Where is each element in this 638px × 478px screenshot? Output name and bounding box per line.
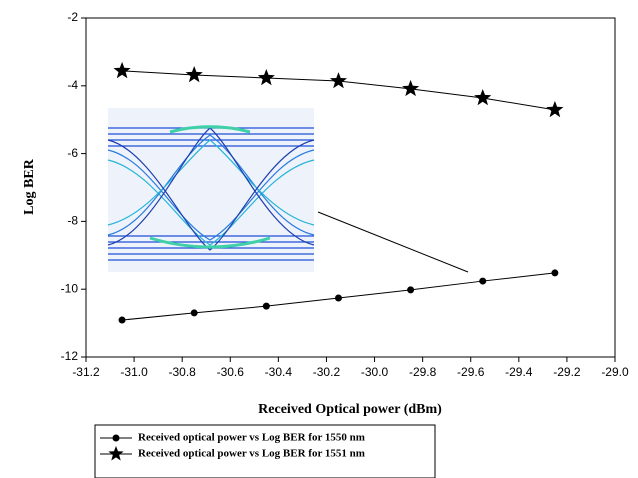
star-marker bbox=[474, 89, 491, 105]
circle-marker bbox=[551, 269, 558, 276]
eye-diagram-inset bbox=[108, 108, 314, 272]
x-tick-label: -31.0 bbox=[120, 365, 148, 379]
x-tick-label: -29.4 bbox=[505, 365, 533, 379]
legend-circle bbox=[113, 435, 120, 442]
x-tick-label: -29.2 bbox=[553, 365, 581, 379]
circle-marker bbox=[263, 303, 270, 310]
y-tick-label: -6 bbox=[67, 146, 78, 160]
star-marker bbox=[546, 101, 563, 117]
y-tick-label: -10 bbox=[61, 281, 79, 295]
star-marker bbox=[114, 62, 131, 78]
y-tick-label: -2 bbox=[67, 10, 78, 24]
x-tick-label: -30.6 bbox=[217, 365, 245, 379]
star-marker bbox=[258, 69, 275, 85]
star-marker bbox=[330, 72, 347, 88]
y-tick-label: -8 bbox=[67, 214, 78, 228]
star-marker bbox=[402, 80, 419, 96]
circle-marker bbox=[407, 286, 414, 293]
x-tick-label: -30.2 bbox=[313, 365, 341, 379]
x-axis-label: Received Optical power (dBm) bbox=[258, 402, 442, 417]
circle-marker bbox=[335, 295, 342, 302]
page: {"chart_data": {"type": "line", "x_label… bbox=[0, 0, 638, 478]
y-tick-label: -4 bbox=[67, 78, 78, 92]
y-tick-label: -12 bbox=[61, 349, 79, 363]
x-tick-label: -30.4 bbox=[265, 365, 293, 379]
x-tick-label: -29.8 bbox=[409, 365, 437, 379]
legend-label: Received optical power vs Log BER for 15… bbox=[138, 432, 365, 444]
x-tick-label: -29.0 bbox=[601, 365, 629, 379]
x-tick-label: -29.6 bbox=[457, 365, 485, 379]
x-tick-label: -30.0 bbox=[361, 365, 389, 379]
legend-label: Received optical power vs Log BER for 15… bbox=[138, 448, 365, 460]
x-tick-label: -31.2 bbox=[72, 365, 100, 379]
circle-marker bbox=[191, 309, 198, 316]
circle-marker bbox=[119, 317, 126, 324]
y-axis-label: Log BER bbox=[22, 158, 37, 215]
annotation-line bbox=[318, 212, 468, 272]
star-marker bbox=[186, 66, 203, 82]
chart: Received Optical power (dBm) Log BER -31… bbox=[0, 0, 638, 478]
circle-marker bbox=[479, 278, 486, 285]
x-tick-label: -30.8 bbox=[169, 365, 197, 379]
